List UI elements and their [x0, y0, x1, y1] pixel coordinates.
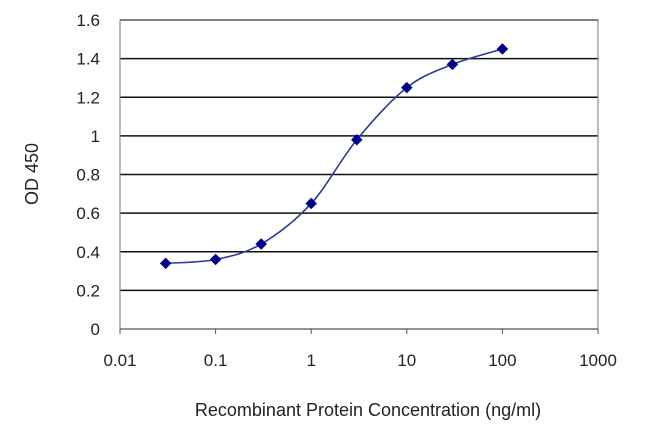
y-tick-label: 0.8 — [76, 166, 100, 185]
plot-area — [119, 19, 599, 330]
data-point-7 — [496, 43, 509, 55]
data-point-2 — [255, 238, 268, 250]
y-tick-label: 1.6 — [76, 11, 100, 30]
data-point-6 — [446, 58, 459, 71]
y-tick-label: 0.4 — [76, 243, 100, 262]
data-series — [159, 43, 509, 270]
x-axis-ticks: 0.01 0.1 1 10 100 1000 — [103, 329, 617, 370]
y-tick-label: 0 — [91, 320, 100, 339]
x-tick-label: 1000 — [579, 351, 617, 370]
y-tick-label: 1.4 — [76, 50, 100, 69]
x-tick-label: 1 — [306, 351, 315, 370]
series-line-0 — [165, 48, 503, 265]
y-axis-ticks: 0 0.2 0.4 0.6 0.8 1 1.2 1.4 1.6 — [76, 11, 100, 339]
x-tick-label: 0.01 — [103, 351, 136, 370]
x-tick-label: 0.1 — [204, 351, 228, 370]
y-tick-label: 1.2 — [76, 88, 100, 107]
data-point-3 — [305, 197, 318, 210]
y-tick-label: 0.6 — [76, 204, 100, 223]
data-point-1 — [209, 253, 222, 266]
x-tick-label: 10 — [397, 351, 416, 370]
y-tick-label: 1 — [91, 127, 100, 146]
x-axis-title: Recombinant Protein Concentration (ng/ml… — [195, 400, 541, 420]
data-point-4 — [350, 133, 363, 146]
x-tick-label: 100 — [488, 351, 516, 370]
data-point-5 — [400, 81, 413, 94]
y-axis-title: OD 450 — [22, 143, 42, 205]
data-point-0 — [159, 257, 172, 270]
gridlines — [120, 19, 598, 292]
y-tick-label: 0.2 — [76, 281, 100, 300]
